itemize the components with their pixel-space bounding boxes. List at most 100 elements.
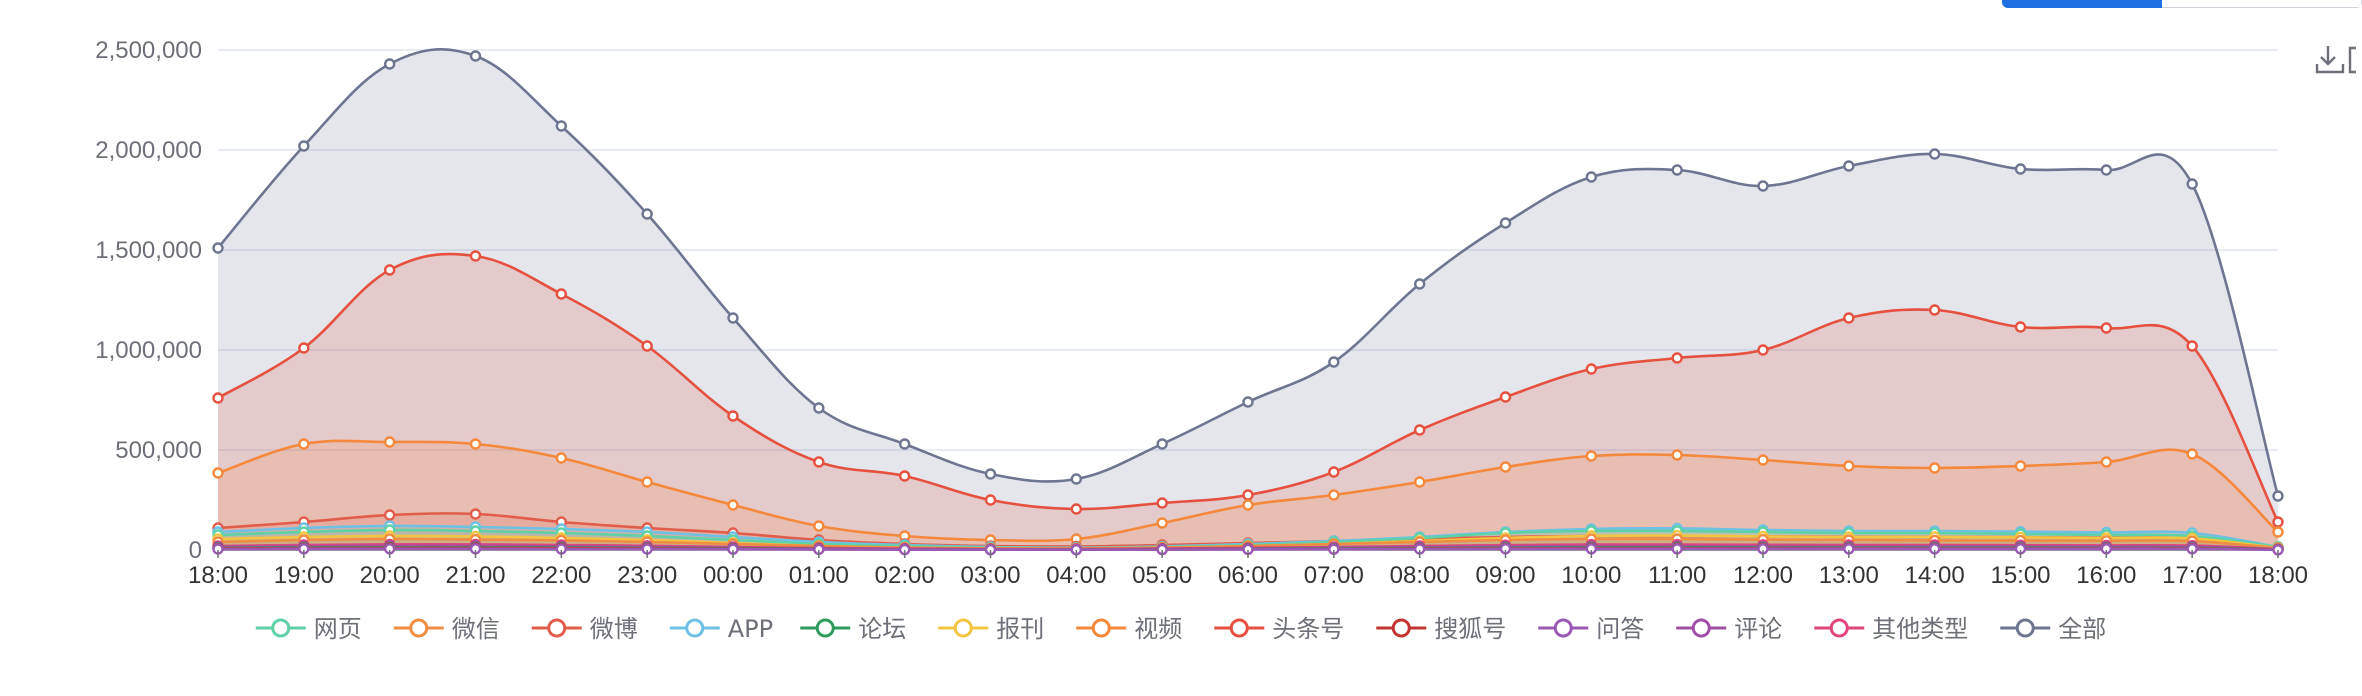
data-point[interactable] — [2100, 322, 2113, 334]
data-point[interactable] — [1499, 461, 1512, 473]
legend-item[interactable]: 微信 — [393, 615, 500, 643]
x-tick-label: 18:00 — [188, 562, 248, 589]
data-point[interactable] — [1328, 466, 1340, 478]
data-point[interactable] — [1413, 424, 1426, 436]
data-point[interactable] — [898, 470, 911, 482]
data-point[interactable] — [2186, 340, 2198, 352]
data-point[interactable] — [2100, 456, 2113, 468]
data-point[interactable] — [469, 50, 482, 62]
data-point[interactable] — [1585, 171, 1598, 183]
data-point[interactable] — [2014, 163, 2027, 175]
data-point[interactable] — [2100, 164, 2113, 176]
data-point[interactable] — [984, 468, 997, 480]
y-tick-label: 1,000,000 — [95, 337, 202, 364]
legend-item[interactable]: 视频 — [1076, 615, 1182, 643]
data-point[interactable] — [1757, 454, 1769, 466]
view-toggle-active-segment[interactable] — [2002, 0, 2162, 8]
data-point[interactable] — [1499, 217, 1512, 229]
data-point[interactable] — [2272, 516, 2284, 528]
legend-item[interactable]: 搜狐号 — [1376, 615, 1506, 643]
legend-item[interactable]: APP — [669, 615, 773, 643]
y-tick-label: 2,000,000 — [95, 137, 202, 164]
data-point[interactable] — [1585, 363, 1598, 375]
data-point[interactable] — [212, 392, 224, 404]
data-point[interactable] — [1413, 476, 1426, 488]
legend-item[interactable]: 微博 — [531, 615, 638, 643]
data-point[interactable] — [298, 342, 310, 354]
data-point[interactable] — [2272, 490, 2284, 502]
download-icon[interactable] — [2310, 42, 2362, 78]
data-point[interactable] — [1671, 352, 1683, 364]
data-point[interactable] — [469, 438, 482, 450]
data-point[interactable] — [641, 340, 653, 352]
data-point[interactable] — [555, 452, 568, 464]
legend-item[interactable]: 头条号 — [1214, 615, 1344, 643]
chart-toolbox[interactable] — [2310, 42, 2362, 78]
data-point[interactable] — [212, 467, 224, 479]
data-point[interactable] — [2014, 460, 2027, 472]
data-point[interactable] — [298, 438, 310, 450]
data-point[interactable] — [555, 120, 568, 132]
data-point[interactable] — [1928, 148, 1941, 160]
data-point[interactable] — [727, 499, 739, 511]
data-point[interactable] — [555, 288, 568, 300]
data-point[interactable] — [813, 456, 825, 468]
data-point[interactable] — [1413, 278, 1426, 290]
data-point[interactable] — [727, 410, 739, 422]
data-point[interactable] — [383, 264, 396, 276]
data-point[interactable] — [1242, 499, 1254, 511]
data-point[interactable] — [1328, 489, 1340, 501]
legend-item[interactable]: 网页 — [255, 615, 362, 643]
data-point[interactable] — [1671, 164, 1683, 176]
data-point[interactable] — [1156, 497, 1168, 509]
data-point[interactable] — [1242, 396, 1254, 408]
data-point[interactable] — [1070, 473, 1083, 485]
data-point[interactable] — [469, 250, 482, 262]
data-point[interactable] — [1156, 517, 1168, 529]
data-point[interactable] — [1843, 160, 1855, 172]
legend-circle-icon — [1691, 618, 1711, 638]
legend-item[interactable]: 其他类型 — [1814, 615, 1968, 643]
data-point[interactable] — [2186, 178, 2198, 190]
data-point[interactable] — [2272, 526, 2284, 538]
x-tick-label: 00:00 — [703, 562, 763, 589]
data-point[interactable] — [383, 436, 396, 448]
data-point[interactable] — [383, 58, 396, 70]
data-point[interactable] — [469, 508, 482, 520]
data-point[interactable] — [1499, 391, 1512, 403]
legend-layer[interactable]: 网页 微信 微博 APP 论坛 报刊 视频 头条号 搜狐号 问答 评论 其他类型 全部 — [255, 615, 2107, 643]
data-point[interactable] — [727, 312, 739, 324]
data-point[interactable] — [641, 208, 653, 220]
data-point[interactable] — [383, 509, 396, 521]
legend-circle-icon — [271, 618, 291, 638]
data-point[interactable] — [641, 476, 653, 488]
data-point[interactable] — [1843, 460, 1855, 472]
view-toggle-inactive-segment[interactable] — [2161, 0, 2362, 8]
data-point[interactable] — [898, 438, 911, 450]
legend-item[interactable]: 报刊 — [938, 615, 1044, 643]
data-point[interactable] — [298, 140, 310, 152]
legend-item[interactable]: 问答 — [1538, 615, 1644, 643]
data-point[interactable] — [813, 402, 825, 414]
data-point[interactable] — [1757, 344, 1769, 356]
data-point[interactable] — [2186, 448, 2198, 460]
data-point[interactable] — [1156, 438, 1168, 450]
legend-item[interactable]: 评论 — [1676, 615, 1782, 643]
data-point[interactable] — [1070, 503, 1083, 515]
data-point[interactable] — [1928, 304, 1941, 316]
data-point[interactable] — [1843, 312, 1855, 324]
data-point[interactable] — [984, 494, 997, 506]
data-point[interactable] — [2014, 321, 2027, 333]
data-point[interactable] — [1585, 450, 1598, 462]
data-point[interactable] — [1757, 180, 1769, 192]
legend-item[interactable]: 全部 — [2000, 615, 2106, 643]
legend-item[interactable]: 论坛 — [800, 615, 906, 643]
view-toggle[interactable] — [2002, 0, 2362, 8]
data-point[interactable] — [1671, 449, 1683, 461]
data-point[interactable] — [1242, 489, 1254, 501]
data-point[interactable] — [1928, 462, 1941, 474]
data-point[interactable] — [813, 520, 825, 532]
data-point[interactable] — [212, 242, 224, 254]
legend-label: 评论 — [1734, 615, 1782, 643]
data-point[interactable] — [1328, 356, 1340, 368]
